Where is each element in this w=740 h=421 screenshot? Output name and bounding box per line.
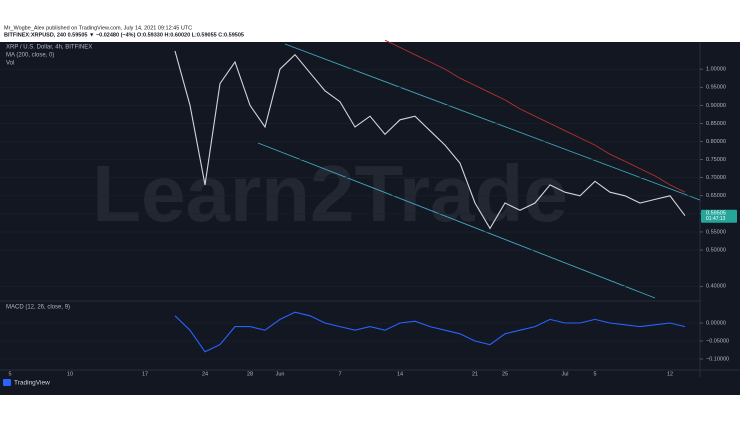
y-tick-label: 0.55000 — [706, 229, 726, 235]
y-tick-label: −0.05000 — [706, 338, 729, 344]
x-tick-label: Jun — [276, 371, 285, 377]
last-price-tag — [701, 209, 737, 223]
x-tick-label: Jul — [561, 371, 568, 377]
x-tick-label: 28 — [247, 371, 253, 377]
countdown: 01:47:13 — [706, 216, 726, 222]
x-tick-label: 21 — [472, 371, 478, 377]
last-price-label: 0.59505 — [706, 211, 726, 217]
channel-lower — [257, 142, 656, 299]
y-tick-label: 0.40000 — [706, 284, 726, 290]
x-tick-label: 25 — [502, 371, 508, 377]
y-tick-label: 0.95000 — [706, 85, 726, 91]
header-background — [0, 22, 740, 42]
y-tick-label: 0.90000 — [706, 103, 726, 109]
series-line — [174, 311, 686, 353]
y-tick-label: −0.10000 — [706, 356, 729, 362]
macd-title: MACD (12, 26, close, 9) — [6, 305, 70, 311]
y-tick-label: 1.00000 — [706, 67, 726, 73]
y-tick-label: 0.50000 — [706, 248, 726, 254]
series-line — [174, 50, 686, 230]
x-tick-label: 5 — [593, 371, 596, 377]
publisher: Mr_Wogbe_Alex published on TradingView.c… — [4, 25, 192, 31]
x-tick-label: 5 — [8, 371, 11, 377]
x-tick-label: 14 — [397, 371, 403, 377]
legend-ma: MA (200, close, 0) — [6, 53, 54, 59]
y-tick-label: 0.70000 — [706, 175, 726, 181]
y-tick-label: 0.65000 — [706, 193, 726, 199]
channel-upper — [284, 43, 701, 201]
x-tick-label: 12 — [667, 371, 673, 377]
series-line — [384, 39, 686, 193]
y-tick-label: 0.80000 — [706, 139, 726, 145]
x-tick-label: 17 — [142, 371, 148, 377]
y-tick-label: 0.00000 — [706, 320, 726, 326]
symbol-line: BITFINEX:XRPUSD, 240 0.59505 ▼ −0.02480 … — [4, 32, 244, 38]
y-tick-label: 0.75000 — [706, 157, 726, 163]
watermark: Learn2Trade — [92, 149, 568, 238]
legend-volume: Vol — [6, 61, 14, 67]
x-tick-label: 24 — [202, 371, 208, 377]
footer-brand: TradingView — [14, 380, 50, 387]
x-tick-label: 10 — [67, 371, 73, 377]
legend-title: XRP / U.S. Dollar, 4h, BITFINEX — [6, 45, 92, 51]
y-tick-label: 0.85000 — [706, 121, 726, 127]
chart-background — [0, 22, 740, 395]
x-tick-label: 7 — [338, 371, 341, 377]
footer-logo — [3, 379, 11, 386]
